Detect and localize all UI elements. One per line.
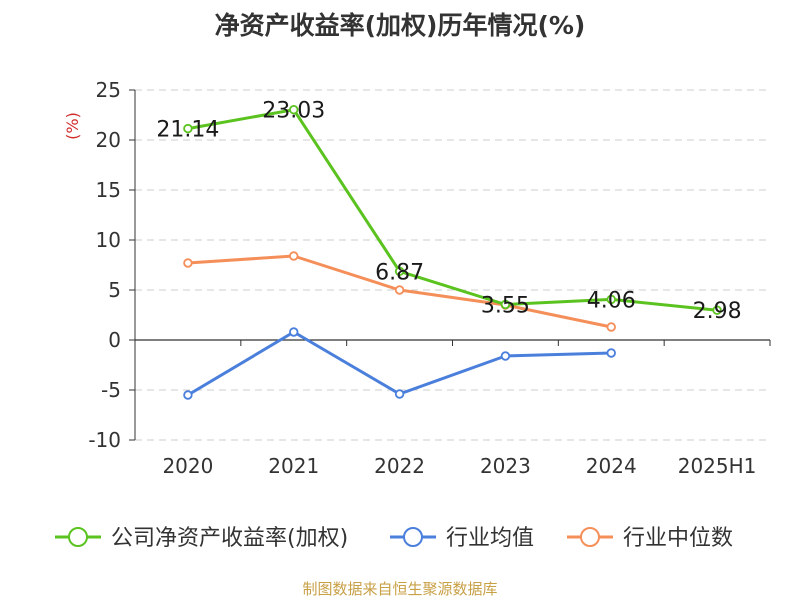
x-tick-label: 2023: [480, 454, 531, 478]
y-tick-label: 15: [96, 178, 121, 202]
data-point: [289, 104, 299, 115]
legend-item[interactable]: 公司净资产收益率(加权): [55, 526, 348, 551]
data-point: [183, 390, 193, 400]
data-point: [183, 123, 193, 134]
data-point: [394, 266, 405, 276]
data-point: [606, 294, 616, 305]
y-tick-label: 20: [96, 128, 121, 152]
legend-label: 行业中位数: [623, 526, 733, 551]
data-point: [606, 322, 616, 332]
data-labels: 21.14 23.03 6.87 3.55 4.06 2.98: [156, 99, 741, 325]
legend-label: 行业均值: [446, 526, 534, 551]
data-label: 23.03: [262, 99, 325, 124]
y-axis-unit-label: (%): [63, 112, 82, 140]
chart-title: 净资产收益率(加权)历年情况(%): [214, 11, 586, 40]
legend-label: 公司净资产收益率(加权): [111, 526, 348, 551]
data-point: [712, 305, 722, 315]
y-tick-label: 10: [96, 228, 121, 252]
axes: 25 20 15 10 5 0 -5 -10 2020 2021 2022 2023 2024 2025H…: [88, 78, 771, 478]
y-tick-label: -5: [101, 378, 121, 402]
series-line: [187, 330, 612, 397]
data-label: 4.06: [587, 288, 636, 313]
legend[interactable]: 公司净资产收益率(加权) 行业均值 行业中位数: [55, 526, 733, 551]
data-point: [500, 351, 511, 361]
data-label: 21.14: [156, 118, 219, 143]
data-point: [289, 327, 299, 337]
x-tick-label: 2024: [586, 454, 637, 478]
data-label: 3.55: [481, 294, 530, 319]
series: [183, 104, 722, 400]
x-tick-label: 2025H1: [678, 454, 757, 478]
legend-item[interactable]: 行业中位数: [567, 526, 733, 551]
legend-marker: [68, 527, 88, 547]
data-point: [394, 285, 405, 295]
y-tick-label: -10: [88, 428, 121, 452]
data-label: 2.98: [693, 299, 742, 324]
data-point: [606, 348, 616, 358]
y-tick-label: 5: [108, 278, 121, 302]
data-point: [500, 299, 511, 310]
data-label: 6.87: [375, 260, 424, 285]
data-point: [289, 251, 299, 261]
x-tick-label: 2022: [374, 454, 425, 478]
data-point: [394, 389, 405, 399]
legend-item[interactable]: 行业均值: [390, 526, 534, 551]
source-note: 制图数据来自恒生聚源数据库: [302, 580, 498, 598]
x-tick-label: 2020: [162, 454, 213, 478]
y-tick-label: 25: [96, 78, 121, 102]
data-point: [183, 258, 193, 268]
legend-marker: [580, 527, 600, 547]
gridlines: [135, 89, 770, 441]
x-tick-label: 2021: [268, 454, 319, 478]
y-tick-label: 0: [108, 328, 121, 352]
series-line: [187, 108, 718, 312]
legend-marker: [403, 527, 423, 547]
